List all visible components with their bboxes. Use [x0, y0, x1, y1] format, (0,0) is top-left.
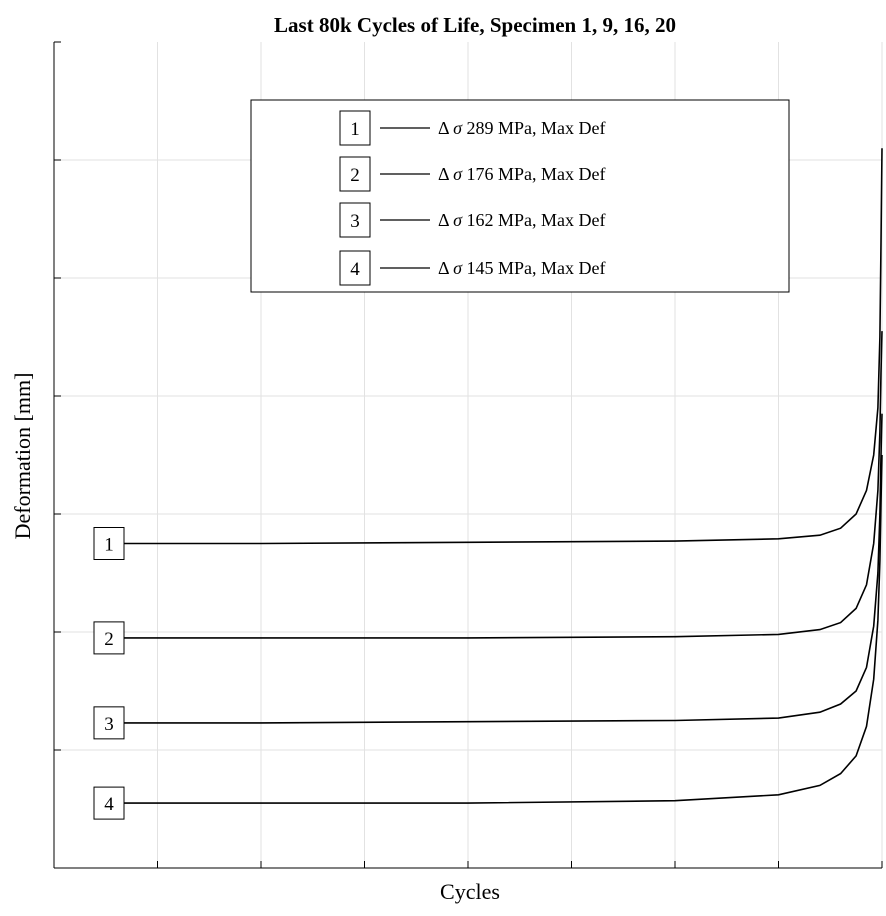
legend-entry-2: 2 Δ σ 176 MPa, Max Def	[339, 156, 605, 192]
series-tag-2: 2	[93, 621, 125, 655]
legend-tag-box	[339, 250, 371, 286]
series-tag-1: 1	[93, 527, 125, 560]
legend-value: 289 MPa, Max Def	[462, 118, 605, 138]
legend-value: 145 MPa, Max Def	[462, 258, 605, 278]
series-tag-box	[93, 621, 125, 655]
series-tag-label: 4	[104, 794, 114, 815]
series-tags: 1 2 3 4	[93, 527, 125, 820]
legend-delta: Δ	[438, 118, 453, 138]
y-axis-label: Deformation [mm]	[10, 373, 35, 540]
legend-sigma: σ	[453, 118, 463, 138]
legend-label: Δ σ 289 MPa, Max Def	[438, 118, 605, 138]
legend-tag-label: 2	[350, 165, 360, 186]
legend: 1 Δ σ 289 MPa, Max Def 2 Δ σ 176 MPa, Max D…	[250, 99, 790, 293]
series-tag-label: 2	[104, 629, 114, 650]
legend-sigma: σ	[453, 164, 463, 184]
series-tag-label: 3	[104, 714, 114, 735]
series-tag-box	[93, 786, 125, 820]
legend-value: 176 MPa, Max Def	[462, 164, 605, 184]
legend-entry-3: 3 Δ σ 162 MPa, Max Def	[339, 202, 605, 238]
legend-sigma: σ	[453, 258, 463, 278]
legend-tag-box	[339, 110, 371, 146]
legend-delta: Δ	[438, 210, 453, 230]
legend-value: 162 MPa, Max Def	[462, 210, 605, 230]
legend-label: Δ σ 162 MPa, Max Def	[438, 210, 605, 230]
series-tag-box	[93, 706, 125, 740]
series-layer	[116, 148, 883, 804]
series-tag-3: 3	[93, 706, 125, 740]
chart-title: Last 80k Cycles of Life, Specimen 1, 9, …	[274, 13, 676, 37]
legend-label: Δ σ 145 MPa, Max Def	[438, 258, 605, 278]
legend-delta: Δ	[438, 258, 453, 278]
legend-tag-label: 3	[350, 211, 360, 232]
series-tag-label: 1	[104, 535, 114, 556]
legend-tag-box	[339, 202, 371, 238]
axes	[53, 41, 883, 869]
legend-tag-label: 4	[350, 259, 360, 280]
legend-entry-4: 4 Δ σ 145 MPa, Max Def	[339, 250, 605, 286]
legend-tag-label: 1	[350, 119, 360, 140]
series-tag-4: 4	[93, 786, 125, 820]
series-line-2	[116, 331, 883, 639]
series-line-3	[116, 413, 883, 724]
legend-entry-1: 1 Δ σ 289 MPa, Max Def	[339, 110, 605, 146]
legend-delta: Δ	[438, 164, 453, 184]
series-line-4	[116, 454, 883, 804]
x-axis-label: Cycles	[440, 879, 500, 904]
series-tag-box	[93, 527, 125, 560]
legend-tag-box	[339, 156, 371, 192]
series-line-1	[116, 148, 883, 545]
legend-sigma: σ	[453, 210, 463, 230]
legend-label: Δ σ 176 MPa, Max Def	[438, 164, 605, 184]
